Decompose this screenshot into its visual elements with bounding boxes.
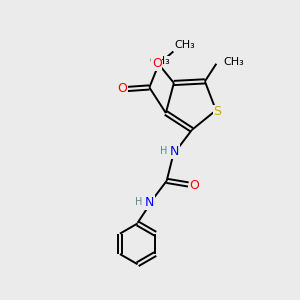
Text: O: O: [152, 57, 162, 70]
Text: O: O: [189, 179, 199, 193]
Text: N: N: [170, 145, 179, 158]
Text: CH₃: CH₃: [150, 56, 170, 66]
Text: S: S: [214, 105, 221, 118]
Text: H: H: [135, 197, 142, 208]
Text: N: N: [145, 196, 154, 209]
Text: H: H: [160, 146, 167, 157]
Text: CH₃: CH₃: [174, 40, 195, 50]
Text: CH₃: CH₃: [224, 57, 244, 67]
Text: O: O: [117, 82, 127, 95]
